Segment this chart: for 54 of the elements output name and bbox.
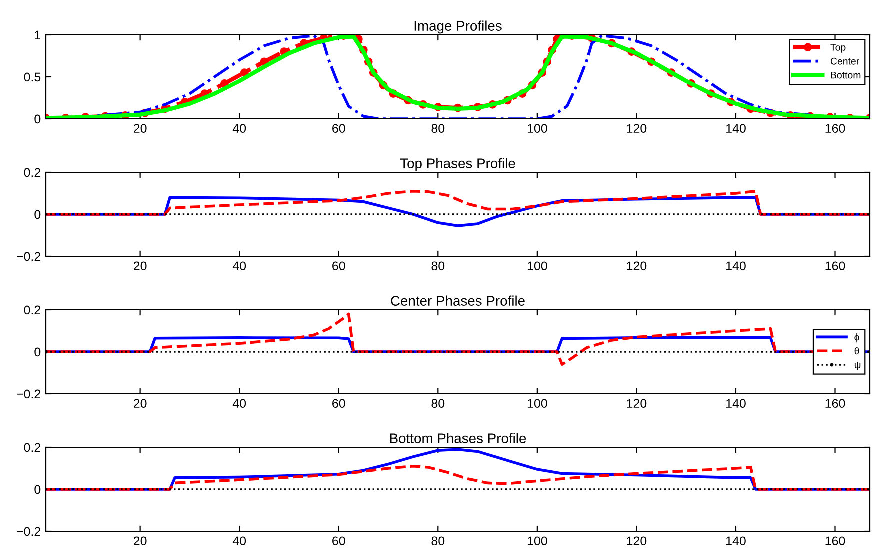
x-tick-label: 60 bbox=[332, 399, 346, 408]
x-tick-label: 100 bbox=[528, 536, 548, 546]
x-tick-label: 100 bbox=[528, 124, 548, 134]
x-tick-label: 60 bbox=[332, 262, 346, 271]
x-tick-label: 160 bbox=[826, 399, 846, 408]
x-tick-label: 80 bbox=[432, 399, 445, 408]
y-tick-label: 0.5 bbox=[24, 72, 41, 82]
x-tick-label: 160 bbox=[826, 124, 846, 134]
chart-title: Center Phases Profile bbox=[391, 296, 525, 306]
x-tick-label: 20 bbox=[134, 536, 147, 546]
x-tick-label: 60 bbox=[332, 536, 346, 546]
x-tick-label: 120 bbox=[627, 399, 647, 408]
x-tick-label: 140 bbox=[726, 262, 746, 271]
x-tick-label: 140 bbox=[726, 536, 746, 546]
legend-label: Top bbox=[830, 44, 846, 53]
chart-title: Image Profiles bbox=[414, 20, 502, 34]
legend-label: ψ bbox=[854, 362, 861, 370]
legend-label: Center bbox=[830, 58, 860, 65]
y-tick-label: 0 bbox=[34, 114, 41, 124]
x-tick-label: 80 bbox=[432, 536, 445, 546]
x-tick-label: 20 bbox=[134, 124, 147, 134]
y-tick-label: 0 bbox=[34, 348, 41, 357]
y-tick-label: 0.2 bbox=[24, 443, 41, 452]
chart-title: Top Phases Profile bbox=[400, 158, 516, 172]
y-tick-label: −0.2 bbox=[17, 252, 41, 262]
y-tick-label: 1 bbox=[35, 30, 41, 40]
x-tick-label: 100 bbox=[528, 262, 548, 271]
y-tick-label: 0.2 bbox=[24, 168, 41, 178]
x-tick-label: 140 bbox=[726, 399, 746, 408]
x-tick-label: 40 bbox=[232, 124, 246, 134]
x-tick-label: 80 bbox=[432, 124, 445, 134]
y-tick-label: 0 bbox=[34, 210, 41, 220]
x-tick-label: 60 bbox=[332, 124, 346, 134]
x-tick-label: 20 bbox=[134, 262, 147, 271]
y-tick-label: 0 bbox=[34, 485, 41, 494]
x-tick-label: 80 bbox=[432, 262, 445, 271]
x-tick-label: 140 bbox=[726, 124, 746, 134]
y-tick-label: −0.2 bbox=[17, 527, 41, 536]
y-tick-label: 0.2 bbox=[24, 306, 41, 315]
legend-label: Bottom bbox=[831, 72, 861, 79]
x-tick-label: 160 bbox=[826, 536, 846, 546]
x-tick-label: 40 bbox=[232, 399, 246, 408]
legend-label: ϕ bbox=[854, 334, 860, 343]
x-tick-label: 20 bbox=[134, 399, 147, 408]
y-tick-label: −0.2 bbox=[17, 390, 41, 399]
x-tick-label: 40 bbox=[232, 536, 246, 546]
chart-title: Bottom Phases Profile bbox=[390, 433, 526, 444]
x-tick-label: 100 bbox=[528, 399, 548, 408]
x-tick-label: 160 bbox=[826, 262, 846, 271]
x-tick-label: 40 bbox=[232, 262, 246, 271]
legend-label: θ bbox=[854, 347, 860, 355]
x-tick-label: 120 bbox=[627, 124, 647, 134]
x-tick-label: 120 bbox=[627, 536, 647, 546]
x-tick-label: 120 bbox=[627, 262, 647, 271]
